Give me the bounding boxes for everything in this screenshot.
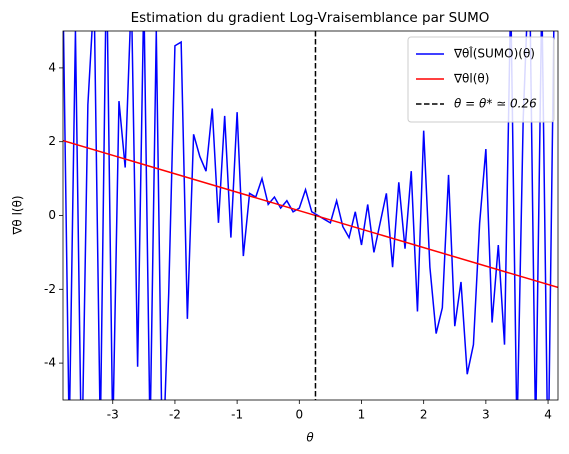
y-tick-label: 2 <box>48 134 56 148</box>
legend-label: ∇θl̂(SUMO)(θ) <box>453 46 535 60</box>
y-tick-label: -2 <box>44 282 56 296</box>
x-tick-label: -1 <box>231 408 243 422</box>
x-tick-label: -3 <box>107 408 119 422</box>
x-tick-label: 4 <box>544 408 552 422</box>
y-tick-label: 0 <box>48 208 56 222</box>
y-tick-label: -4 <box>44 356 56 370</box>
line-series <box>63 139 558 289</box>
x-tick-label: 0 <box>295 408 303 422</box>
x-tick-label: 2 <box>420 408 428 422</box>
legend-label: ∇θl(θ) <box>453 72 489 86</box>
x-axis-label: θ <box>306 431 314 445</box>
legend-label: θ = θ* ≃ 0.26 <box>454 97 537 111</box>
plot-area <box>63 31 558 400</box>
x-tick-label: -2 <box>169 408 181 422</box>
legend-box <box>407 36 555 123</box>
x-tick-label: 3 <box>482 408 490 422</box>
chart-title: Estimation du gradient Log-Vraisemblance… <box>131 10 490 26</box>
legend: ∇θl̂(SUMO)(θ) ∇θl(θ) θ = θ* ≃ 0.26 <box>407 36 555 123</box>
x-tick-label: 1 <box>358 408 366 422</box>
y-axis-label: ∇θ l(θ) <box>11 195 25 235</box>
y-tick-label: 4 <box>48 60 56 74</box>
